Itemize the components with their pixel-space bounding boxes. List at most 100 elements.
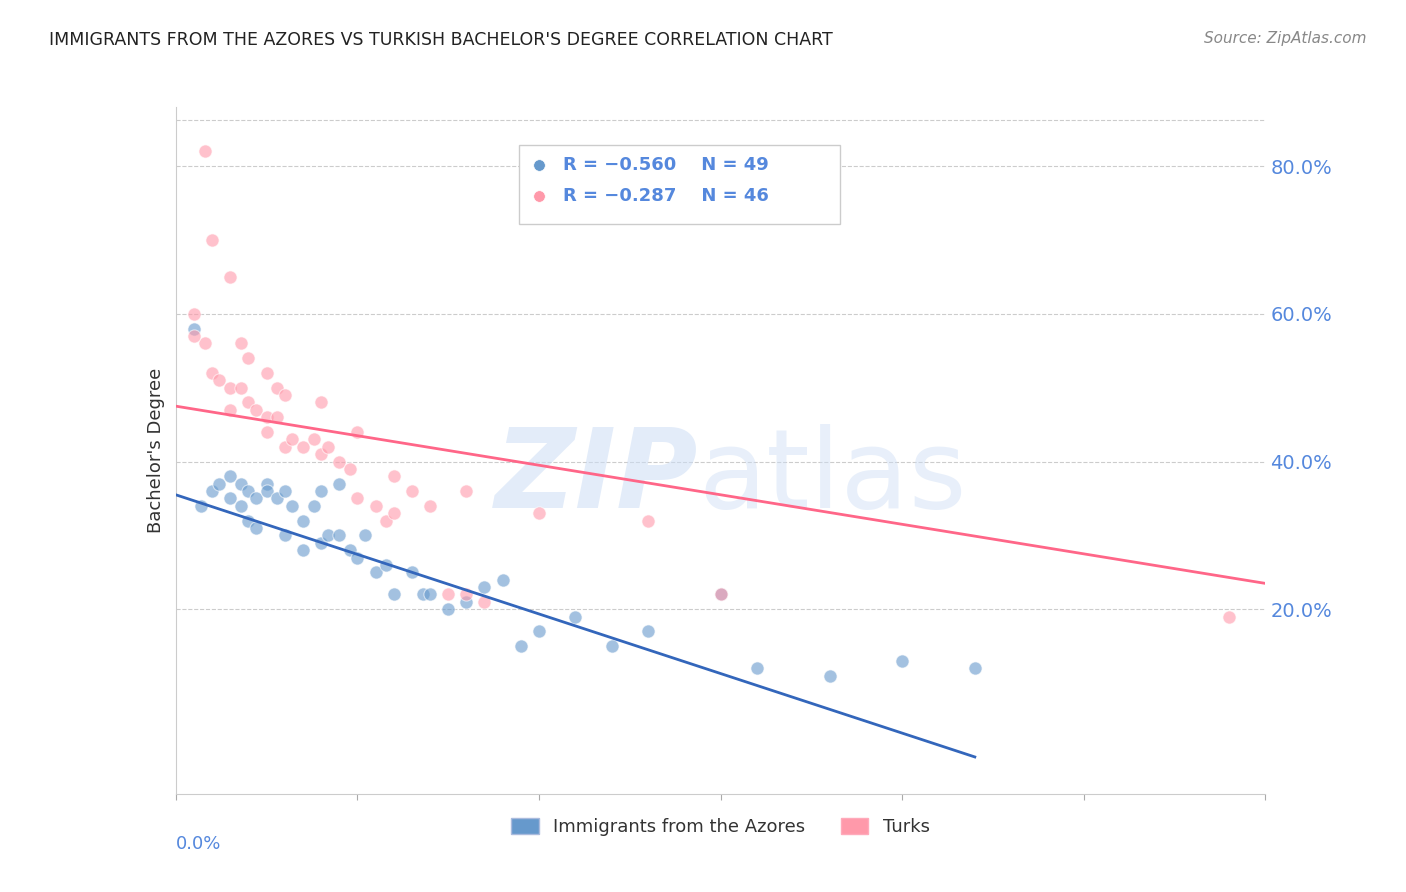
Point [256, 484, 278, 499]
Point [382, 469, 405, 483]
Point [302, 499, 325, 513]
Text: atlas: atlas [699, 425, 967, 532]
Point [328, 528, 350, 542]
Point [238, 484, 260, 499]
Point [474, 595, 496, 609]
Point [281, 499, 304, 513]
Point [256, 476, 278, 491]
Point [339, 543, 361, 558]
Point [412, 587, 434, 601]
Point [818, 669, 841, 683]
Point [437, 587, 460, 601]
Point [564, 609, 586, 624]
Point [219, 402, 242, 417]
Point [238, 395, 260, 409]
Point [382, 506, 405, 520]
Point [302, 433, 325, 447]
Text: R = −0.560    N = 49: R = −0.560 N = 49 [562, 156, 768, 175]
Point [600, 639, 623, 653]
Point [256, 366, 278, 380]
Point [527, 624, 550, 639]
Point [219, 469, 242, 483]
Point [401, 566, 423, 580]
Point [1374, 74, 1396, 88]
Point [281, 433, 304, 447]
Point [309, 484, 332, 499]
Point [208, 476, 231, 491]
Point [231, 476, 253, 491]
Point [339, 462, 361, 476]
Point [328, 454, 350, 468]
Point [309, 447, 332, 461]
Point [291, 514, 314, 528]
Point [238, 351, 260, 366]
Point [231, 336, 253, 351]
Point [231, 381, 253, 395]
Point [474, 580, 496, 594]
Point [309, 395, 332, 409]
Point [256, 410, 278, 425]
Point [183, 329, 205, 343]
Point [456, 484, 478, 499]
Point [346, 425, 368, 439]
Point [266, 491, 288, 506]
Point [256, 425, 278, 439]
Point [194, 336, 217, 351]
Point [274, 528, 297, 542]
Point [419, 587, 441, 601]
Point [201, 366, 224, 380]
Point [183, 307, 205, 321]
Point [456, 587, 478, 601]
Point [318, 528, 340, 542]
Point [190, 499, 212, 513]
Point [375, 558, 398, 572]
Point [364, 566, 387, 580]
Point [201, 233, 224, 247]
Point [637, 514, 659, 528]
Point [231, 499, 253, 513]
Point [245, 491, 267, 506]
Text: ZIP: ZIP [495, 425, 699, 532]
Point [219, 381, 242, 395]
Point [183, 321, 205, 335]
Point [194, 145, 217, 159]
Point [375, 514, 398, 528]
FancyBboxPatch shape [519, 145, 841, 224]
Point [401, 484, 423, 499]
Point [527, 506, 550, 520]
Text: R = −0.287    N = 46: R = −0.287 N = 46 [562, 187, 769, 205]
Point [274, 388, 297, 402]
Point [891, 654, 914, 668]
Point [245, 402, 267, 417]
Point [637, 624, 659, 639]
Point [274, 440, 297, 454]
Point [219, 491, 242, 506]
Point [346, 491, 368, 506]
Point [219, 269, 242, 284]
Point [492, 573, 515, 587]
Point [710, 587, 733, 601]
Point [309, 535, 332, 549]
Point [318, 440, 340, 454]
Point [509, 639, 531, 653]
Point [710, 587, 733, 601]
Point [238, 514, 260, 528]
Point [382, 587, 405, 601]
Text: IMMIGRANTS FROM THE AZORES VS TURKISH BACHELOR'S DEGREE CORRELATION CHART: IMMIGRANTS FROM THE AZORES VS TURKISH BA… [49, 31, 832, 49]
Legend: Immigrants from the Azores, Turks: Immigrants from the Azores, Turks [505, 811, 936, 843]
Point [266, 410, 288, 425]
Text: 0.0%: 0.0% [176, 835, 221, 853]
Point [437, 602, 460, 616]
Point [1374, 107, 1396, 121]
Point [419, 499, 441, 513]
Point [963, 661, 986, 675]
Point [1218, 609, 1240, 624]
Point [364, 499, 387, 513]
Y-axis label: Bachelor's Degree: Bachelor's Degree [146, 368, 165, 533]
Point [201, 484, 224, 499]
Point [328, 476, 350, 491]
Point [291, 440, 314, 454]
Point [456, 595, 478, 609]
Point [266, 381, 288, 395]
Point [745, 661, 768, 675]
